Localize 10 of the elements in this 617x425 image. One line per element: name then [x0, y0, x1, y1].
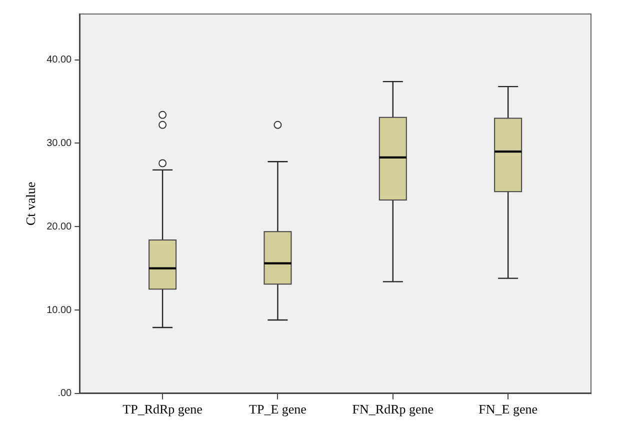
x-tick-label: TP_E gene [249, 402, 307, 417]
y-axis-title: Ct value [23, 182, 38, 226]
x-tick-label: TP_RdRp gene [122, 402, 203, 417]
y-tick-label: .00 [58, 388, 72, 400]
x-tick-label: FN_E gene [478, 402, 538, 417]
y-tick-label: 40.00 [46, 54, 72, 66]
x-tick-label: FN_RdRp gene [352, 402, 434, 417]
y-tick-label: 20.00 [46, 221, 72, 232]
y-tick-label: 10.00 [46, 304, 72, 316]
y-tick-label: 30.00 [46, 138, 72, 149]
